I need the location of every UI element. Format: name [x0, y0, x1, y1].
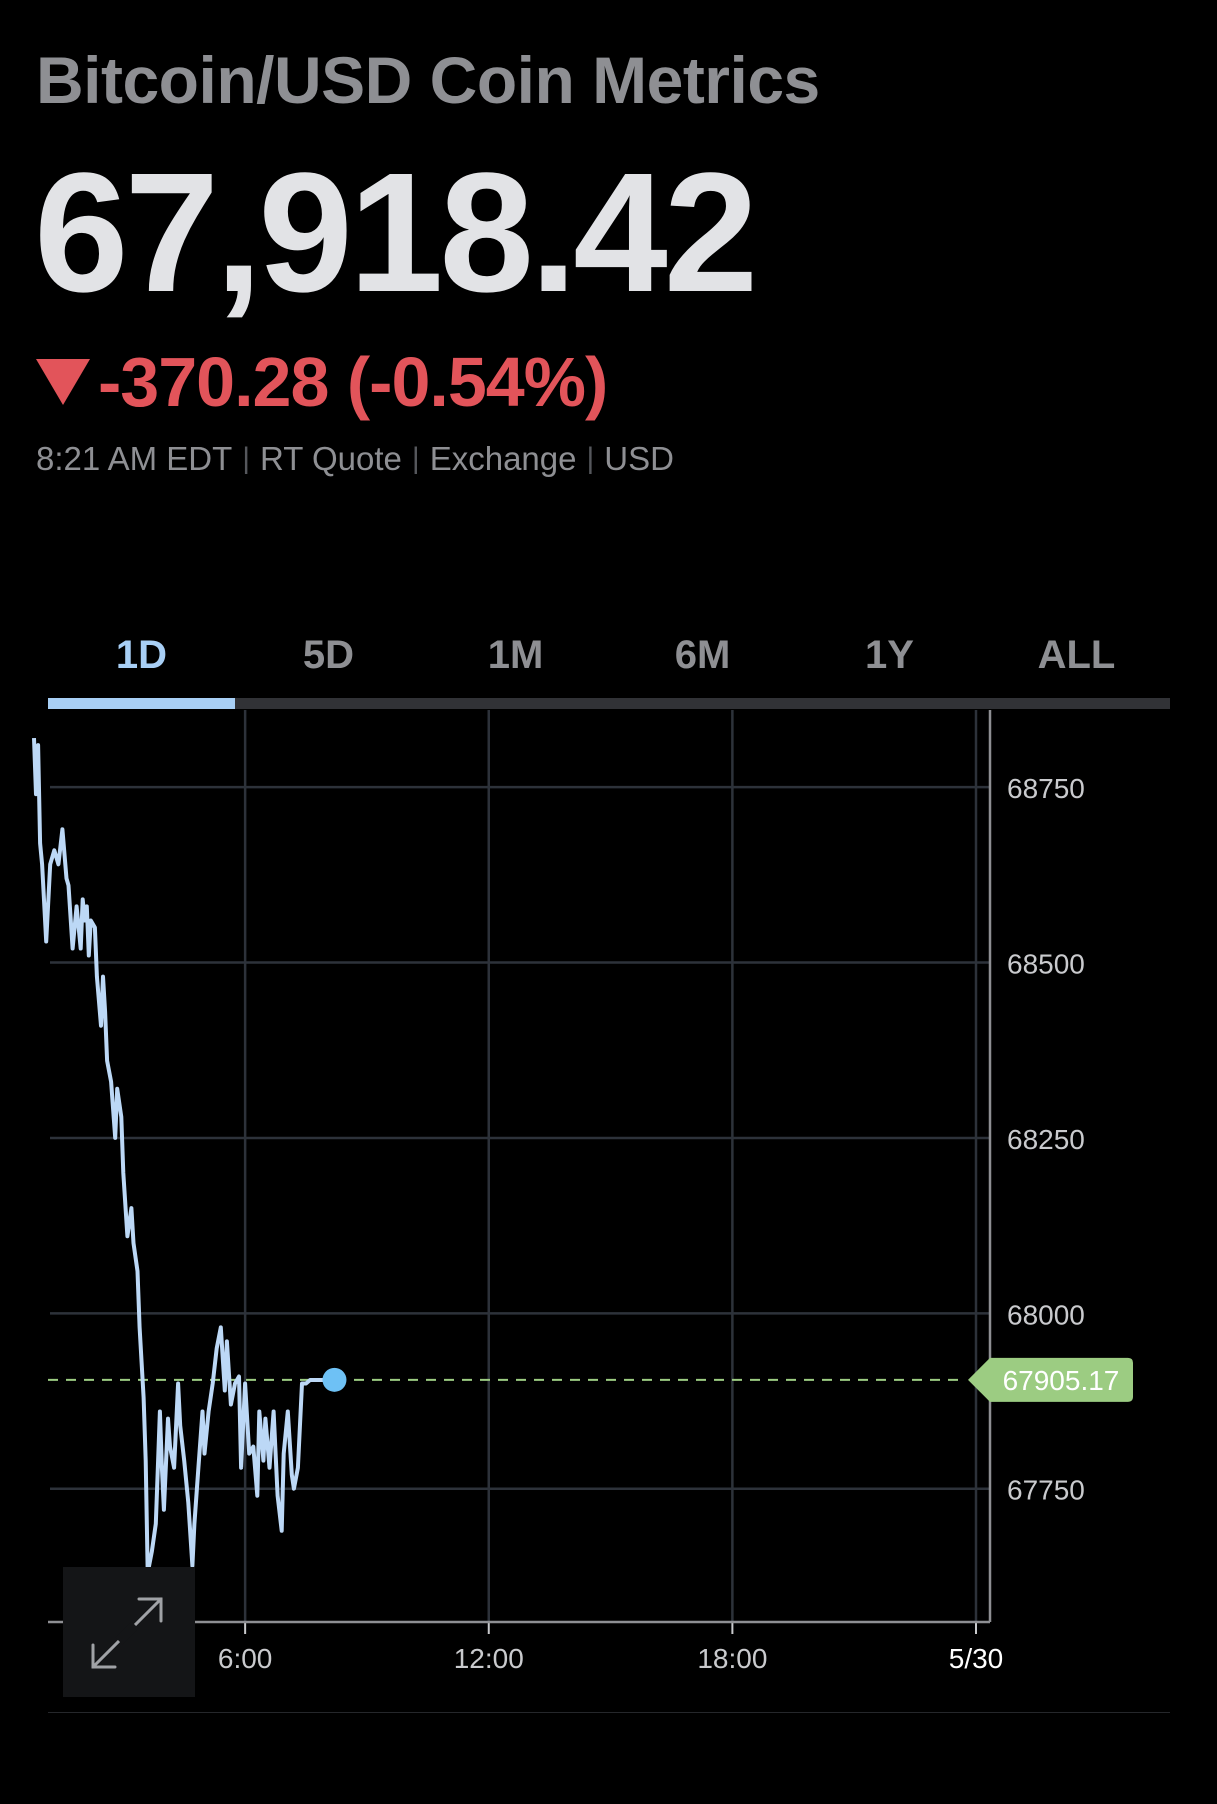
y-tick-label: 67750	[1007, 1475, 1085, 1506]
price-line	[32, 738, 335, 1575]
last-price-tag-label: 67905.17	[1003, 1365, 1120, 1396]
x-tick-label: 6:00	[218, 1643, 273, 1674]
x-tick-label: 5/30	[949, 1643, 1004, 1674]
tab-all[interactable]: ALL	[1037, 633, 1116, 677]
meta-separator: |	[586, 442, 595, 475]
tab-1d[interactable]: 1D	[115, 633, 168, 677]
x-tick-label: 12:00	[454, 1643, 524, 1674]
current-price: 67,918.42	[34, 138, 758, 328]
tab-1m[interactable]: 1M	[487, 633, 544, 677]
meta-separator: |	[242, 442, 251, 475]
y-tick-label: 68250	[1007, 1124, 1085, 1155]
price-change: -370.28 (-0.54%)	[36, 342, 608, 422]
quote-currency: USD	[604, 440, 674, 477]
meta-separator: |	[411, 442, 420, 475]
tab-6m[interactable]: 6M	[674, 633, 731, 677]
expand-chart-button[interactable]	[63, 1567, 195, 1697]
active-tab-indicator	[48, 698, 235, 709]
triangle-down-icon	[36, 359, 90, 405]
tab-track	[48, 698, 1170, 709]
quote-type: RT Quote	[260, 440, 402, 477]
y-tick-label: 68000	[1007, 1299, 1085, 1330]
tab-5d[interactable]: 5D	[302, 633, 355, 677]
instrument-title: Bitcoin/USD Coin Metrics	[36, 43, 820, 117]
y-tick-label: 68500	[1007, 949, 1085, 980]
current-price-dot	[322, 1367, 347, 1392]
tab-1y[interactable]: 1Y	[865, 633, 914, 677]
chart-bottom-rule	[48, 1712, 1170, 1713]
price-change-value: -370.28 (-0.54%)	[98, 343, 608, 421]
quote-source: Exchange	[429, 440, 577, 477]
quote-meta: 8:21 AM EDT | RT Quote | Exchange | USD	[36, 440, 674, 478]
y-tick-label: 68750	[1007, 773, 1085, 804]
expand-diagonal-icon	[91, 1597, 163, 1669]
last-price-tag	[968, 1357, 1133, 1402]
quote-time: 8:21 AM EDT	[36, 440, 233, 477]
range-tabs: 1D 5D 1M 6M 1Y ALL	[48, 620, 1170, 710]
x-tick-label: 18:00	[697, 1643, 767, 1674]
